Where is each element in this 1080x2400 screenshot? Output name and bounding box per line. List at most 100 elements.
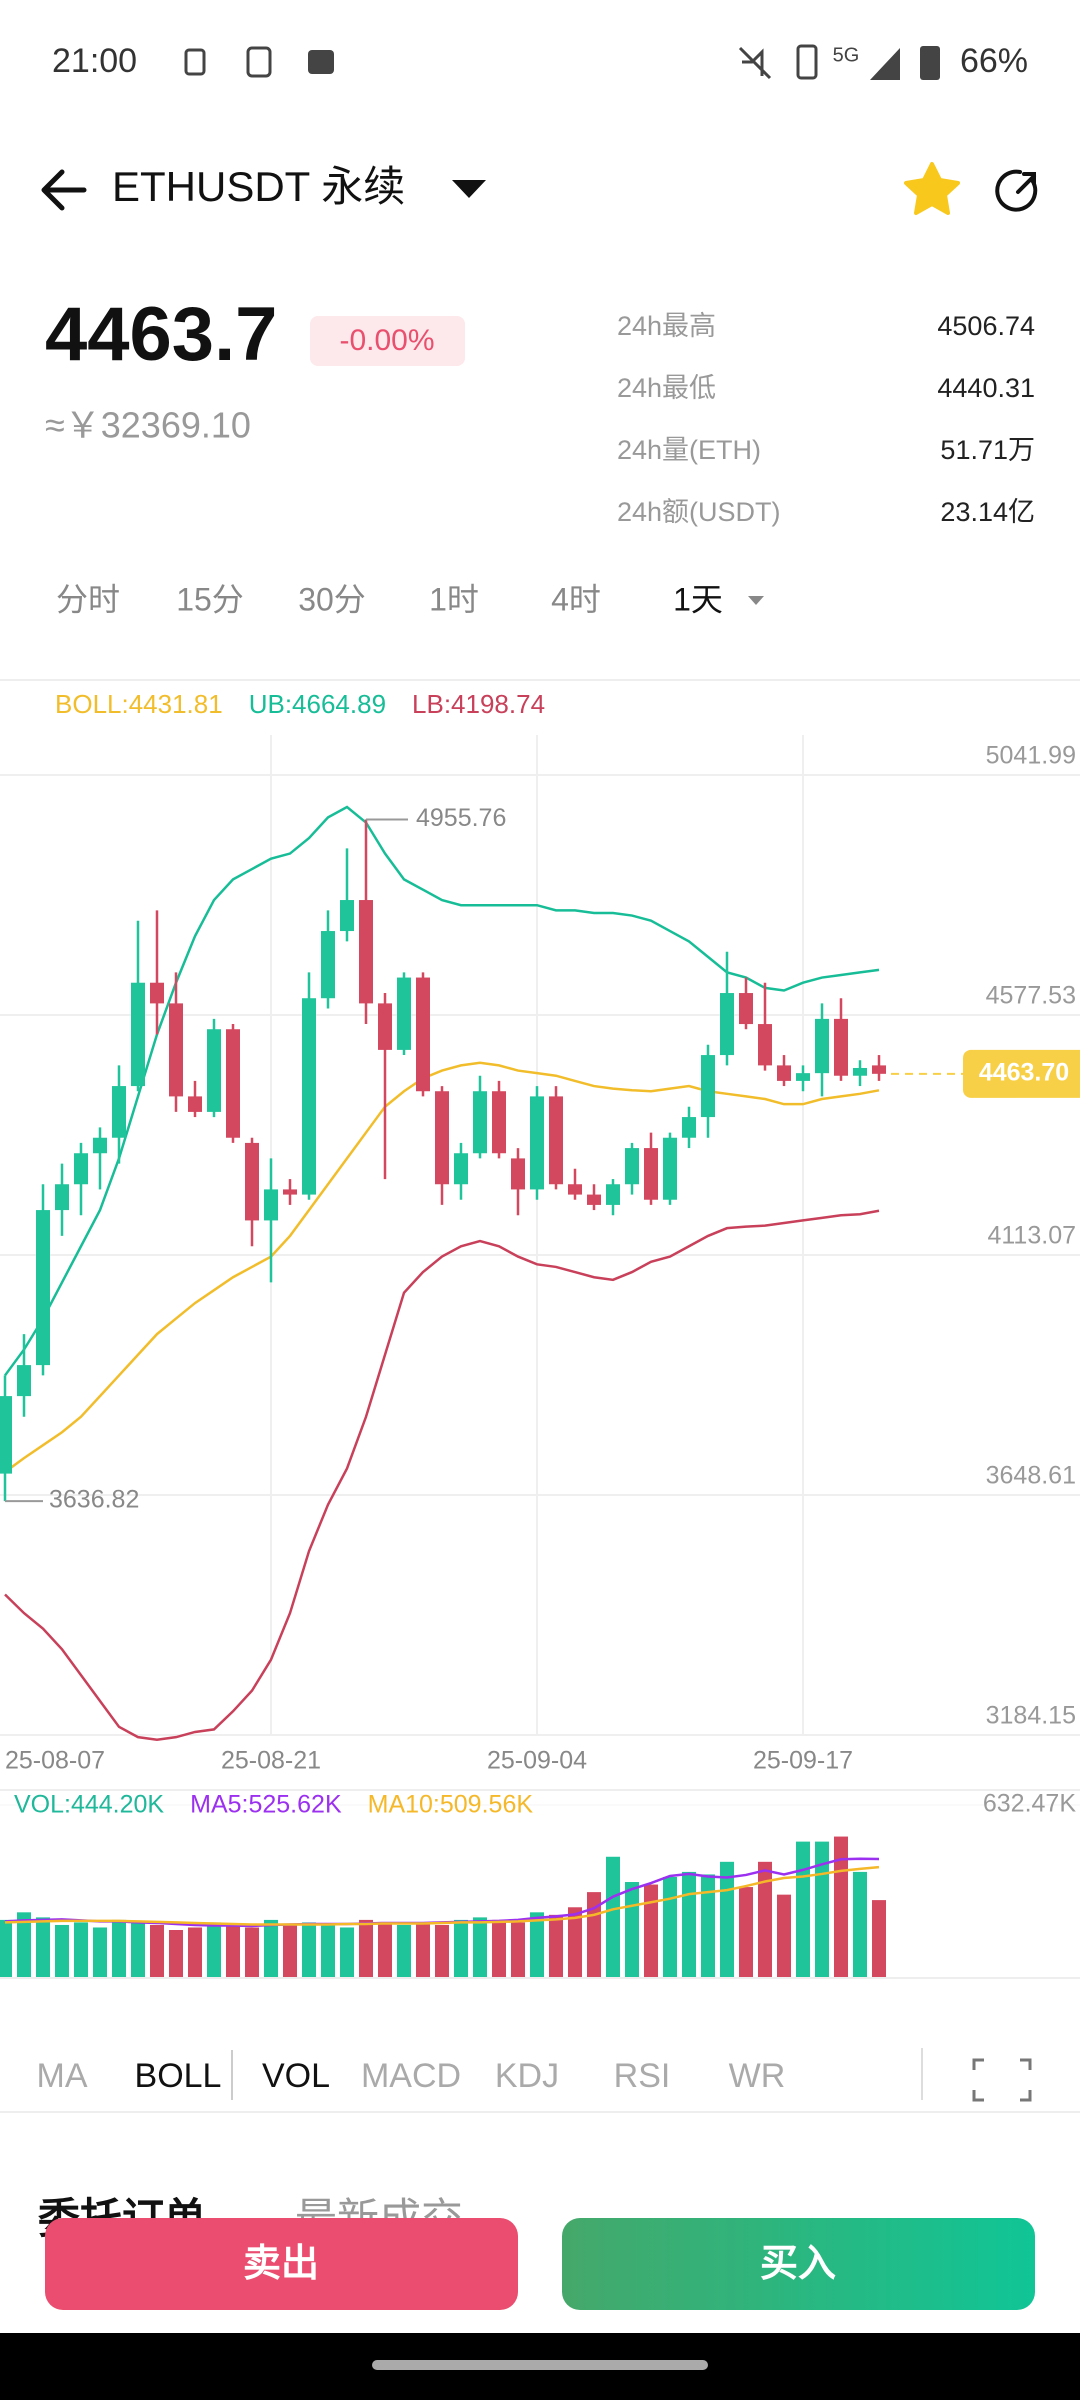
last-price-label: 4463.70 (979, 1058, 1069, 1086)
y-tick-label: 3184.15 (986, 1702, 1076, 1730)
indicator-tab[interactable]: BOLL (135, 2057, 222, 2095)
candle-body (112, 1086, 126, 1138)
volume-bar (549, 1914, 563, 1978)
symbol-title[interactable]: ETHUSDT 永续 (112, 163, 405, 210)
candle-body (188, 1096, 202, 1112)
indicator-tabs: MA BOLL VOL MACD KDJ RSI WR (37, 2057, 786, 2095)
candle-body (416, 977, 430, 1092)
candle-body (397, 977, 411, 1050)
legend-entry: MA5:525.62K (190, 1791, 342, 1819)
volume-bar (511, 1922, 525, 1978)
candle-body (796, 1073, 810, 1081)
volume-bar (36, 1917, 50, 1978)
price-change: -0.00% (339, 324, 434, 357)
candle-body (150, 982, 164, 1004)
candle-body (454, 1153, 468, 1185)
candle-body (302, 998, 316, 1195)
volume-bar (226, 1924, 240, 1978)
candle-body (321, 931, 335, 999)
candle-body (587, 1194, 601, 1205)
volume-bar (74, 1922, 88, 1978)
volume-bar (283, 1924, 297, 1978)
buy-label[interactable]: 买入 (760, 2243, 836, 2285)
volume-bar (17, 1912, 31, 1978)
indicator-tab[interactable]: WR (729, 2057, 786, 2095)
indicator-tab[interactable]: KDJ (495, 2057, 559, 2095)
candle-body (644, 1148, 658, 1200)
stat-label: 24h最低 (617, 373, 716, 403)
candle-body (815, 1018, 829, 1074)
candle-body (0, 1396, 12, 1474)
boll-line (4, 1061, 880, 1474)
candle-body (663, 1137, 677, 1200)
status-icon (308, 50, 334, 74)
volume-bar (321, 1924, 335, 1978)
stat-value: 4506.74 (937, 311, 1035, 341)
sell-button[interactable] (45, 2218, 518, 2310)
timeframe-dropdown[interactable] (748, 596, 764, 605)
volume-bar (720, 1861, 734, 1978)
volume-bar (473, 1917, 487, 1978)
candle-body (682, 1117, 696, 1138)
stat-value: 4440.31 (937, 373, 1035, 403)
boll-line (4, 1209, 880, 1741)
network-type: 5G (833, 44, 860, 66)
volume-bar (435, 1924, 449, 1978)
indicator-tab[interactable]: RSI (614, 2057, 671, 2095)
indicator-tab[interactable]: MA (37, 2057, 88, 2095)
volume-bar (169, 1930, 183, 1978)
candle-body (739, 993, 753, 1025)
candle-body (283, 1189, 297, 1195)
legend-entry: VOL:444.20K (14, 1791, 164, 1819)
timeframe-tab[interactable]: 1天 (673, 581, 723, 617)
sell-label[interactable]: 卖出 (243, 2243, 319, 2285)
volume-bar (0, 1919, 12, 1978)
favorite-button[interactable] (904, 162, 960, 215)
status-icon (184, 48, 206, 76)
symbol-dropdown[interactable] (452, 180, 486, 198)
volume-bar (397, 1924, 411, 1978)
candle-body (530, 1096, 544, 1190)
timeframe-tab[interactable]: 30分 (298, 581, 366, 617)
volume-bar (815, 1841, 829, 1978)
volume-bar (758, 1861, 772, 1978)
low-label: 3636.82 (49, 1486, 139, 1514)
volume-bar (359, 1919, 373, 1978)
indicator-tab[interactable]: VOL (262, 2057, 330, 2095)
high-label: 4955.76 (416, 804, 506, 832)
candle-body (872, 1065, 886, 1074)
volume-bar (131, 1922, 145, 1978)
stat-label: 24h量(ETH) (617, 435, 761, 465)
candle-body (758, 1024, 772, 1066)
share-button[interactable] (995, 169, 1038, 212)
home-handle[interactable] (372, 2360, 708, 2370)
buy-button[interactable] (562, 2218, 1035, 2310)
candle-body (55, 1184, 69, 1211)
volume-bar (302, 1922, 316, 1978)
timeframe-tab[interactable]: 分时 (56, 581, 120, 617)
timeframe-tab[interactable]: 4时 (551, 581, 601, 617)
x-tick-label: 25-09-17 (753, 1747, 853, 1775)
back-button[interactable] (41, 169, 87, 211)
boll-line (3, 805, 880, 1377)
timeframe-tab[interactable]: 15分 (176, 581, 244, 617)
timeframe-tabs: 分时 15分 30分 1时 4时 1天 (56, 581, 764, 617)
indicator-tab[interactable]: MACD (361, 2057, 461, 2095)
volume-bar (112, 1919, 126, 1978)
timeframe-tab[interactable]: 1时 (429, 581, 479, 617)
last-price-badge (963, 1049, 1080, 1098)
x-tick-label: 25-09-04 (487, 1747, 587, 1775)
candle-body (226, 1029, 240, 1138)
change-badge (310, 316, 465, 366)
candle-body (340, 900, 354, 932)
legend-entry: BOLL:4431.81 (55, 689, 223, 719)
fullscreen-button[interactable] (972, 2058, 1032, 2102)
volume-bar (701, 1874, 715, 1978)
stat-value: 51.71万 (940, 435, 1035, 465)
y-tick-label: 5041.99 (986, 742, 1076, 770)
volume-bar (245, 1927, 259, 1978)
volume-bar (625, 1882, 639, 1978)
status-icon (796, 44, 818, 80)
candle-body (701, 1055, 715, 1118)
